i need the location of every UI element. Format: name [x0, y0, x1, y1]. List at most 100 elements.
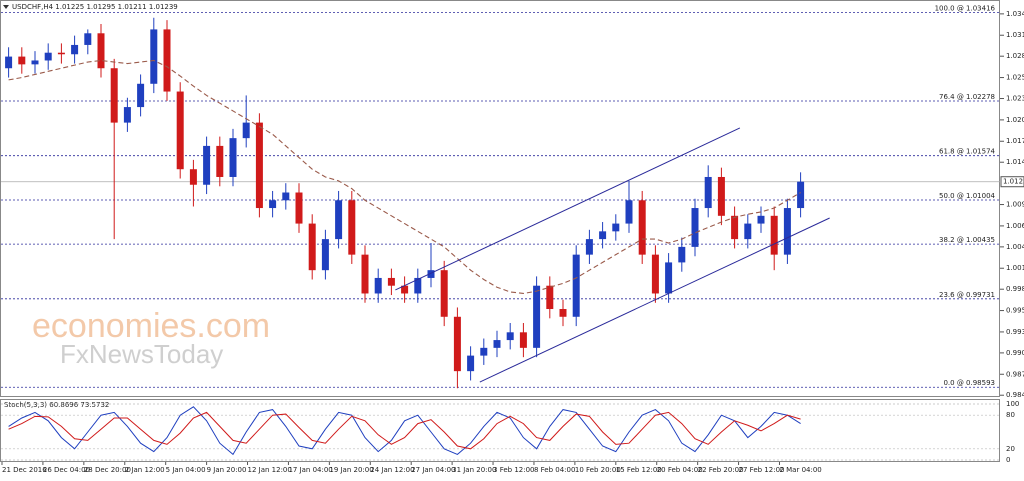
- x-tick-label: 26 Dec 04:00: [43, 466, 90, 474]
- candle-body: [295, 192, 303, 224]
- candle-body: [704, 176, 712, 209]
- price-label: 1.01239: [1003, 178, 1024, 186]
- fib-label: 61.8 @ 1.01574: [939, 148, 996, 156]
- y-tick-label: 1.00400: [1006, 243, 1024, 251]
- candle-body: [335, 200, 343, 240]
- candle-body: [797, 181, 805, 209]
- x-tick-label: 24 Jan 12:00: [370, 466, 414, 474]
- fib-label: 0.0 @ 0.98593: [943, 379, 995, 387]
- y-tick-label: 1.00945: [1006, 201, 1024, 209]
- candle-body: [5, 56, 13, 69]
- candle-body: [783, 208, 791, 255]
- y-tick-label: 1.02310: [1006, 95, 1024, 103]
- candle-body: [176, 91, 184, 170]
- stoch-tick-label: 20: [1006, 445, 1015, 453]
- candle-body: [348, 200, 356, 255]
- stoch-panel: [0, 399, 1000, 462]
- candle-body: [717, 176, 725, 216]
- candle-body: [282, 192, 290, 201]
- candle-body: [57, 52, 65, 55]
- candle-body: [757, 215, 765, 224]
- y-tick-label: 1.02035: [1006, 116, 1024, 124]
- x-tick-label: 20 Feb 04:00: [657, 466, 703, 474]
- y-tick-label: 0.98760: [1006, 370, 1024, 378]
- x-tick-label: 3 Feb 12:00: [493, 466, 534, 474]
- fib-label: 38.2 @ 1.00435: [939, 236, 995, 244]
- candle-body: [242, 122, 250, 139]
- y-tick-label: 0.98490: [1006, 391, 1024, 399]
- x-tick-label: 31 Jan 20:00: [452, 466, 496, 474]
- price-box: [1000, 176, 1024, 188]
- candle-body: [770, 215, 778, 255]
- stoch-line: [8, 406, 801, 456]
- candle-body: [572, 254, 580, 317]
- x-tick-label: 12 Jan 12:00: [248, 466, 292, 474]
- candle-body: [401, 285, 409, 294]
- candle-body: [427, 270, 435, 278]
- candle-body: [519, 332, 527, 348]
- candle-body: [374, 277, 382, 294]
- candle-body: [18, 56, 26, 65]
- y-tick-label: 0.99305: [1006, 328, 1024, 336]
- y-tick-label: 1.02855: [1006, 52, 1024, 60]
- candle-body: [625, 200, 633, 224]
- candle-body: [229, 138, 237, 177]
- y-tick-label: 1.01760: [1006, 137, 1024, 145]
- main-panel: [0, 0, 1000, 397]
- candle-body: [585, 239, 593, 255]
- candle-body: [493, 340, 501, 348]
- x-tick-label: 8 Feb 04:00: [534, 466, 575, 474]
- candle-body: [269, 200, 277, 209]
- candle-body: [110, 68, 118, 123]
- candle-body: [414, 277, 422, 294]
- y-tick-label: 0.99855: [1006, 285, 1024, 293]
- candle-body: [665, 262, 673, 294]
- stoch-tick-label: 100: [1006, 400, 1019, 408]
- x-tick-label: 21 Dec 2016: [2, 466, 47, 474]
- chart-title: USDCHF,H4 1.01225 1.01295 1.01211 1.0123…: [12, 3, 178, 11]
- candle-body: [123, 107, 131, 123]
- candle-body: [533, 285, 541, 348]
- watermark: FxNewsToday: [60, 339, 223, 369]
- candle-body: [84, 33, 92, 45]
- candle-body: [189, 169, 197, 185]
- candle-body: [651, 254, 659, 294]
- y-tick-label: 1.02580: [1006, 74, 1024, 82]
- candle-body: [467, 355, 475, 372]
- y-tick-label: 1.03125: [1006, 31, 1024, 39]
- candle-body: [678, 246, 686, 263]
- x-tick-label: 19 Jan 20:00: [329, 466, 373, 474]
- candle-body: [546, 285, 554, 310]
- x-tick-label: 10 Feb 20:00: [575, 466, 621, 474]
- candle-body: [599, 231, 607, 240]
- channel-line: [395, 127, 741, 291]
- candle-body: [453, 316, 461, 372]
- candle-body: [744, 223, 752, 240]
- candle-body: [44, 52, 52, 61]
- fib-label: 100.0 @ 1.03416: [935, 5, 996, 13]
- y-tick-label: 1.01490: [1006, 158, 1024, 166]
- candle-body: [97, 33, 105, 69]
- candle-body: [638, 200, 646, 255]
- candle-body: [163, 29, 171, 92]
- candle-body: [255, 122, 263, 209]
- candle-body: [308, 223, 316, 271]
- x-tick-label: 27 Feb 12:00: [739, 466, 785, 474]
- stoch-tick-label: 80: [1006, 411, 1015, 419]
- candle-body: [150, 29, 158, 84]
- watermark: economies.com: [32, 307, 270, 345]
- channel-line: [479, 217, 830, 383]
- candle-body: [612, 223, 620, 232]
- fib-label: 76.4 @ 1.02278: [939, 93, 995, 101]
- x-tick-label: 17 Jan 04:00: [288, 466, 332, 474]
- fib-label: 50.0 @ 1.01004: [939, 192, 996, 200]
- candle-body: [440, 270, 448, 317]
- fib-label: 23.6 @ 0.99731: [939, 291, 995, 299]
- x-tick-label: 27 Jan 04:00: [411, 466, 455, 474]
- y-tick-label: 0.99580: [1006, 307, 1024, 315]
- x-tick-label: 9 Jan 20:00: [207, 466, 247, 474]
- candle-body: [137, 83, 145, 108]
- candle-body: [31, 60, 39, 65]
- menu-arrow: [3, 5, 9, 9]
